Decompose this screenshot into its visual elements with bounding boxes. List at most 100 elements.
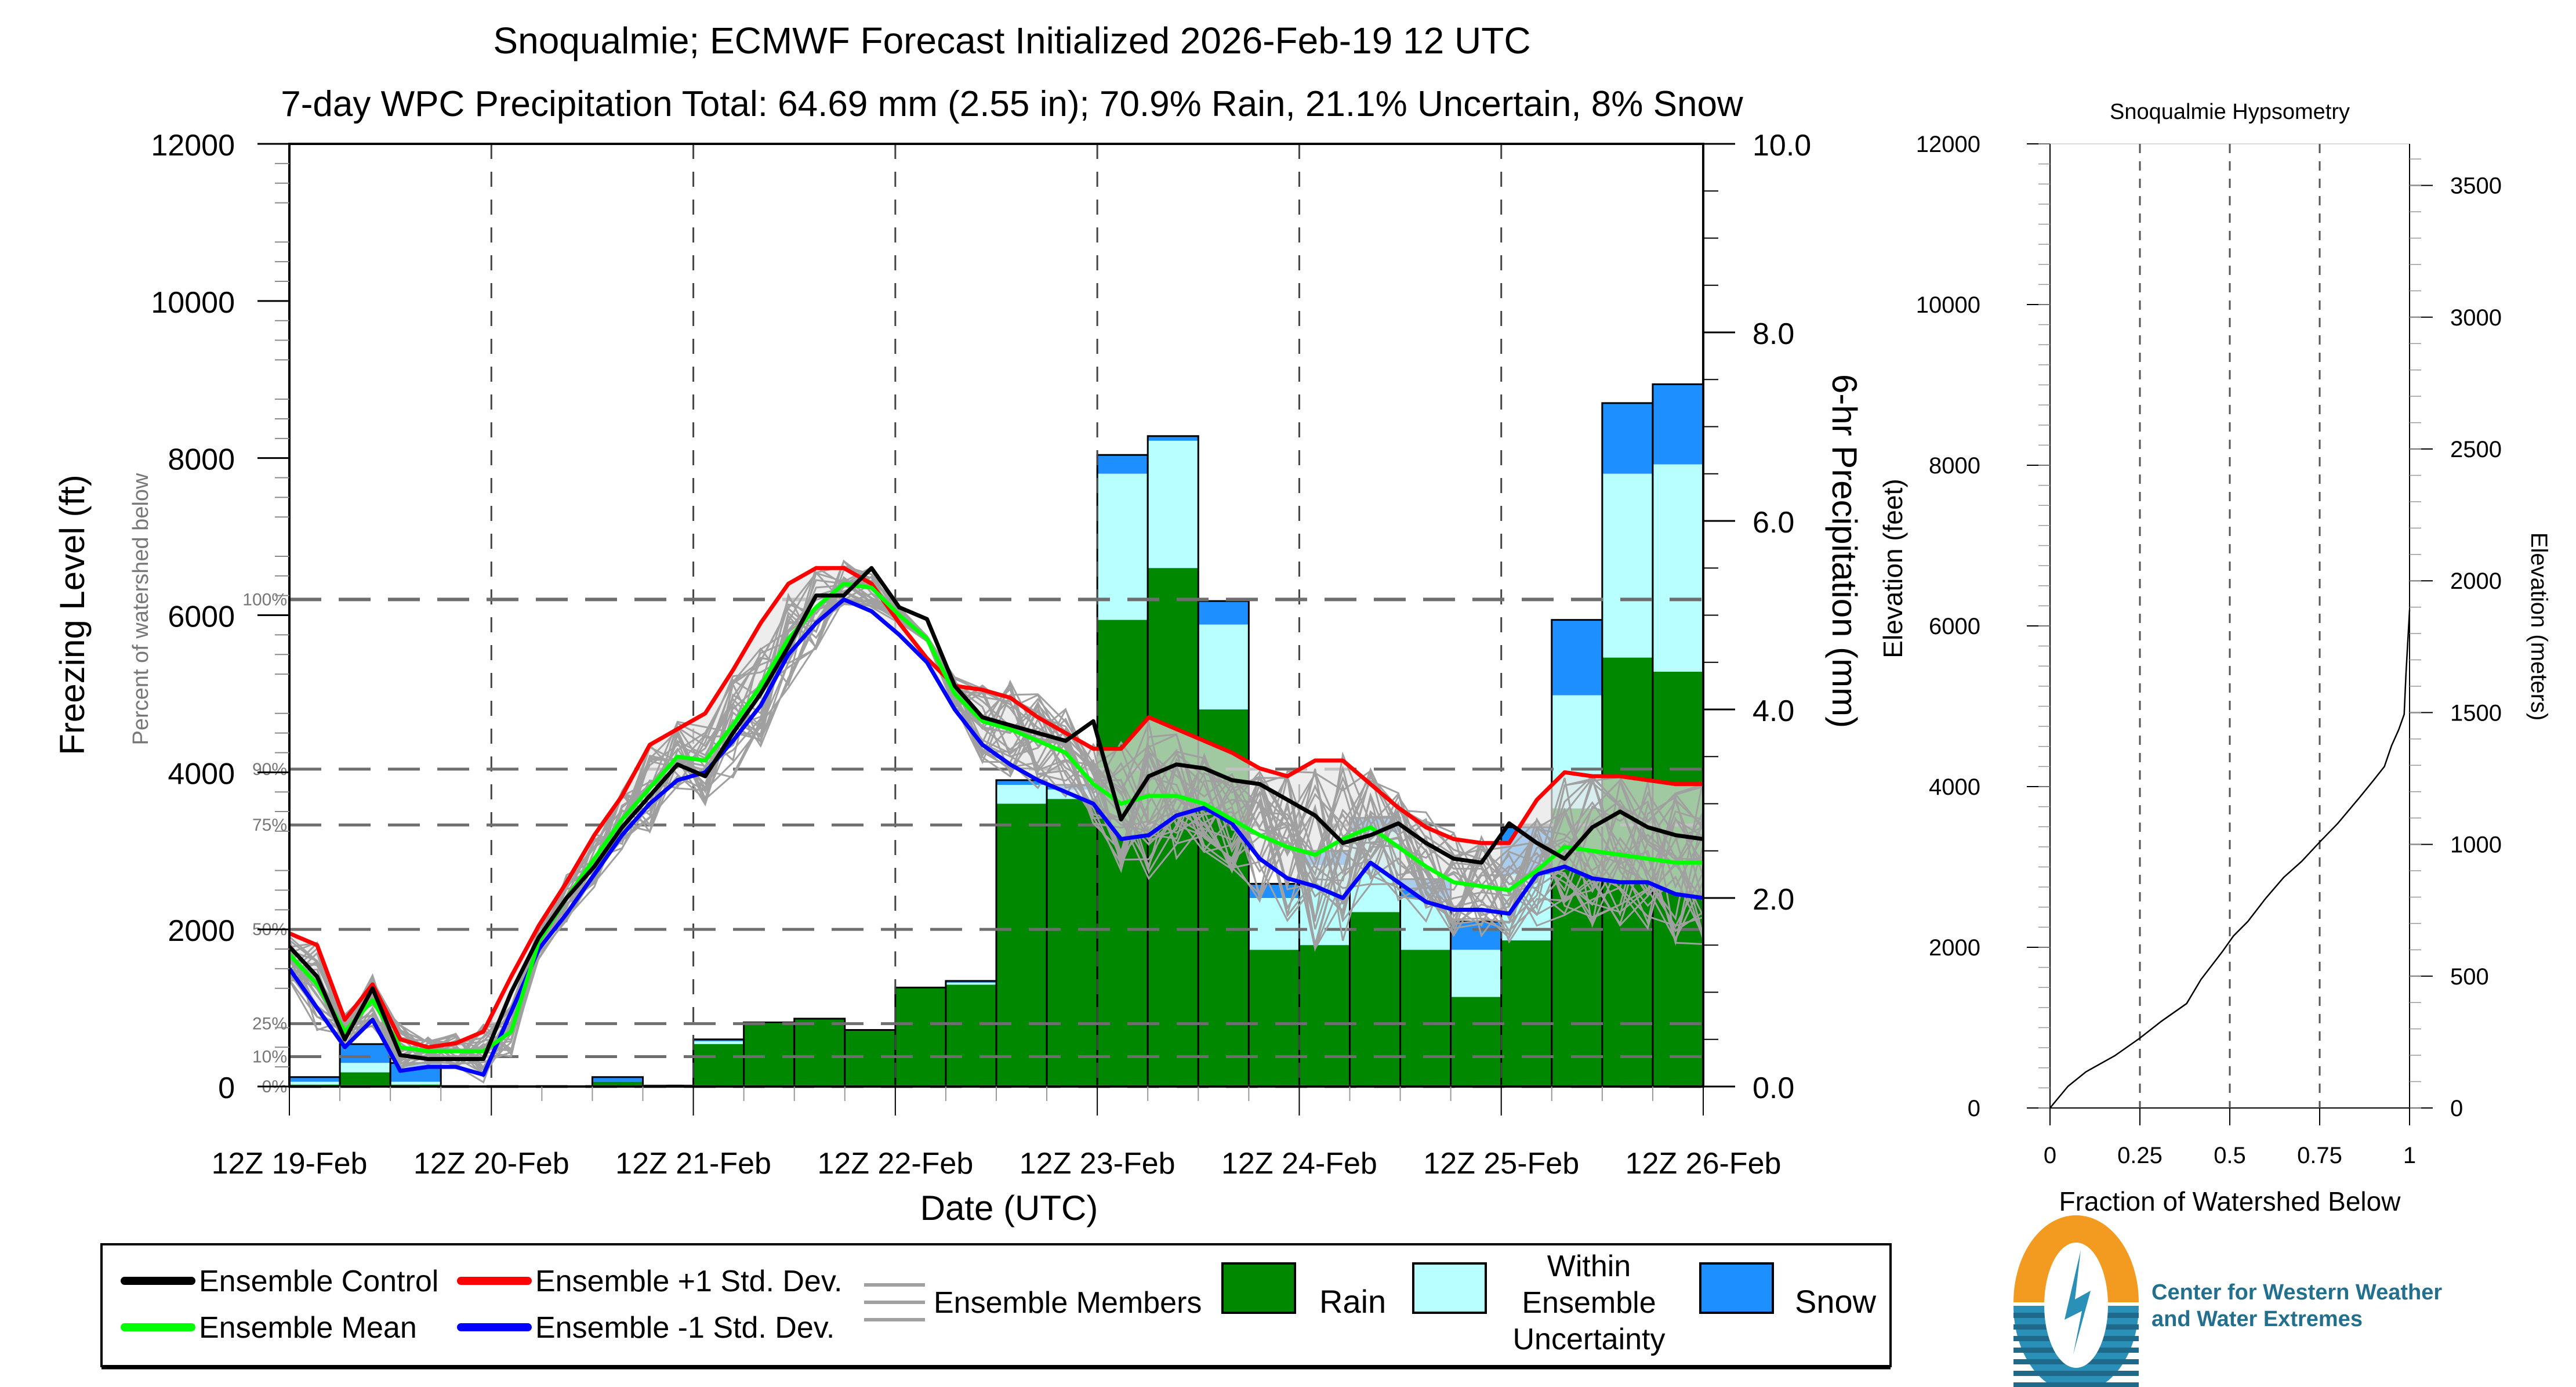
uncertain-bar [1450, 950, 1501, 997]
legend-minus-std-label: Ensemble -1 Std. Dev. [535, 1311, 835, 1345]
right-axis-title: 6-hr Precipitation (mm) [1825, 374, 1864, 728]
snow-bar [340, 1044, 391, 1063]
plus-std-line [288, 566, 1703, 1049]
x-tick-label: 12Z 20-Feb [413, 1147, 569, 1180]
chart-subtitle: 7-day WPC Precipitation Total: 64.69 mm … [281, 84, 1743, 124]
rain-bar [1299, 945, 1350, 1087]
legend: Ensemble Control Ensemble Mean Ensemble +1… [100, 1243, 1892, 1370]
cw3e-logo [2013, 1215, 2139, 1387]
x-tick-label: 12Z 23-Feb [1019, 1147, 1175, 1180]
hyp-left-tick-label: 8000 [1929, 453, 1980, 479]
rain-bar [945, 984, 996, 1087]
x-tick-label: 12Z 22-Feb [817, 1147, 973, 1180]
hyp-x-tick-label: 0.25 [2117, 1143, 2163, 1168]
uncertain-bar [289, 1081, 340, 1085]
hyp-right-tick-label: 1500 [2450, 700, 2502, 726]
hyp-right-tick-label: 0 [2450, 1096, 2463, 1121]
legend-members-label: Ensemble Members [934, 1286, 1202, 1320]
uncertain-bar [1148, 440, 1199, 568]
uncertain-bar [996, 785, 1047, 804]
rain-bar [693, 1044, 744, 1087]
rain-bar [592, 1081, 643, 1087]
percent-label: 90% [252, 760, 287, 779]
hyp-right-tick-label: 3000 [2450, 305, 2502, 331]
x-tick-label: 12Z 24-Feb [1221, 1147, 1377, 1180]
hyp-x-axis-title: Fraction of Watershed Below [2059, 1186, 2401, 1216]
x-tick-label: 12Z 25-Feb [1423, 1147, 1579, 1180]
hyp-left-tick-label: 4000 [1929, 774, 1980, 800]
percent-label: 25% [252, 1015, 287, 1034]
uncertain-bar [1602, 473, 1653, 658]
snow-bar [1551, 620, 1602, 696]
rain-bar [1047, 799, 1098, 1087]
snow-bar [592, 1077, 643, 1082]
legend-plus-std-label: Ensemble +1 Std. Dev. [535, 1265, 842, 1298]
hyp-right-tick-label: 500 [2450, 964, 2489, 990]
x-tick-label: 12Z 21-Feb [615, 1147, 771, 1180]
rain-bar [1501, 940, 1552, 1087]
hyp-x-tick-label: 1 [2403, 1143, 2416, 1168]
right-tick-label: 10.0 [1753, 129, 1811, 162]
hypsometry-plot: Snoqualmie Hypsometry0200040006000800010… [1916, 100, 2552, 1216]
hyp-x-tick-label: 0 [2044, 1143, 2056, 1168]
uncertain-bar [1097, 473, 1148, 620]
rain-bar [794, 1019, 845, 1087]
percent-label: 75% [252, 816, 287, 835]
legend-uncertain-swatch [1412, 1262, 1487, 1314]
hyp-left-tick-label: 6000 [1929, 614, 1980, 639]
logo-text-line2: and Water Extremes [2151, 1307, 2363, 1331]
hyp-x-tick-label: 0.5 [2214, 1143, 2246, 1168]
hyp-right-tick-label: 2000 [2450, 568, 2502, 594]
hypsometry-title: Snoqualmie Hypsometry [2110, 100, 2350, 124]
hypsometry-curve [2049, 610, 2411, 1109]
legend-control-label: Ensemble Control [199, 1265, 438, 1298]
left-tick-label: 8000 [168, 443, 235, 477]
left-tick-label: 6000 [168, 600, 235, 634]
x-axis-title: Date (UTC) [920, 1189, 1098, 1227]
right-tick-label: 8.0 [1753, 317, 1794, 351]
legend-rain-label: Rain [1319, 1283, 1386, 1320]
percent-label: 10% [252, 1048, 287, 1067]
rain-bar [1349, 912, 1401, 1087]
hyp-right-tick-label: 3500 [2450, 173, 2502, 199]
left-tick-label: 12000 [151, 129, 235, 162]
legend-snow-label: Snow [1795, 1283, 1877, 1320]
percent-label: 100% [242, 590, 287, 609]
left-axis-title: Freezing Level (ft) [53, 475, 92, 755]
right-tick-label: 6.0 [1753, 506, 1794, 539]
rain-bar [895, 987, 946, 1087]
main-plot: 0%10%25%50%75%90%100%0200040006000800010… [53, 129, 1908, 1227]
snow-bar [1097, 455, 1148, 474]
snow-bar [1198, 601, 1249, 625]
hyp-left-tick-label: 0 [1968, 1096, 1980, 1121]
legend-uncertain-label: Ensemble [1522, 1286, 1656, 1320]
snow-bar [1652, 384, 1703, 465]
hyp-left-tick-label: 2000 [1929, 935, 1980, 961]
uncertain-bar [1652, 464, 1703, 672]
left-tick-label: 10000 [151, 286, 235, 320]
logo-text-line1: Center for Western Weather [2151, 1280, 2443, 1305]
uncertain-bar [693, 1041, 744, 1044]
hyp-right-axis-title: Elevation (meters) [2526, 533, 2552, 721]
hyp-x-tick-label: 0.75 [2297, 1143, 2342, 1168]
left-tick-label: 0 [218, 1071, 235, 1105]
snow-bar [693, 1039, 744, 1041]
snow-bar [996, 780, 1047, 785]
snow-bar [1602, 403, 1653, 474]
chart-title: Snoqualmie; ECMWF Forecast Initialized 2… [493, 20, 1530, 61]
hyp-right-tick-label: 1000 [2450, 832, 2502, 858]
left-tick-label: 4000 [168, 757, 235, 791]
rain-bar [996, 803, 1047, 1087]
hyp-left-tick-label: 12000 [1916, 132, 1980, 157]
control-line [288, 566, 1704, 1062]
right-tick-label: 0.0 [1753, 1071, 1794, 1105]
logo-wave-stripe [2013, 1382, 2139, 1387]
legend-mean-label: Ensemble Mean [199, 1311, 417, 1345]
uncertain-bar [340, 1063, 391, 1073]
hyp-left-tick-label: 10000 [1916, 292, 1980, 318]
snow-bar [945, 981, 996, 983]
rain-bar [340, 1072, 391, 1087]
left-axis-subtitle: Percent of watershed below [129, 473, 153, 745]
rain-bar [1400, 950, 1451, 1087]
